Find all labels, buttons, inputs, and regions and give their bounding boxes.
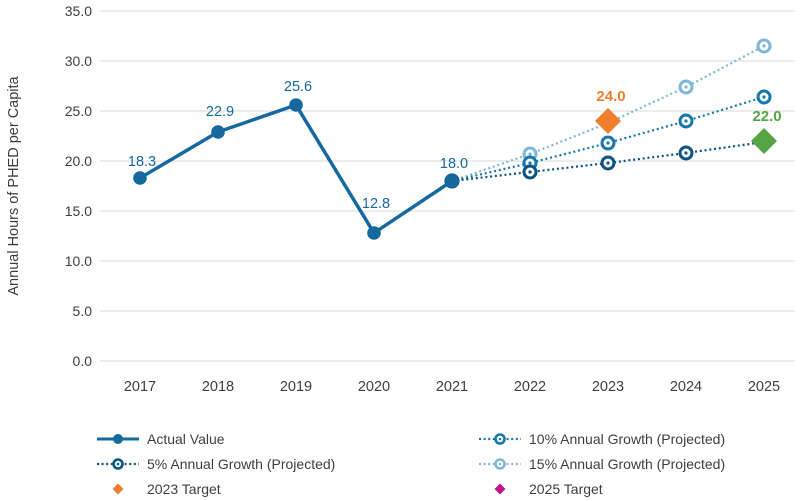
chart-svg: 0.05.010.015.020.025.030.035.0 2017 2018 2…	[6, 3, 795, 395]
legend-column: 10% Annual Growth (Projected) 15% Annual …	[477, 426, 725, 501]
legend-marker	[477, 482, 523, 496]
data-point	[367, 226, 381, 240]
legend-item-5-annual-growth-projected: 5% Annual Growth (Projected)	[95, 451, 335, 476]
series-layer: 18.3 22.9 25.6 12.8 18.0	[128, 38, 772, 240]
x-tick-label: 2024	[670, 379, 702, 395]
data-point	[211, 125, 225, 139]
data-point	[289, 98, 303, 112]
data-point-center-dot	[528, 152, 532, 156]
target-label: 24.0	[596, 88, 625, 105]
series-10-annual-growth-projected	[444, 89, 772, 189]
legend-item-label: 2025 Target	[529, 480, 603, 497]
data-point-center-dot	[606, 161, 610, 165]
data-label: 18.0	[440, 156, 468, 172]
x-tick-label: 2019	[280, 379, 312, 395]
legend-item-2023-target: 2023 Target	[95, 476, 335, 501]
target-diamond-icon	[751, 128, 777, 154]
legend-item-label: 15% Annual Growth (Projected)	[529, 455, 726, 472]
y-tick-label: 10.0	[65, 253, 92, 269]
x-tick-label: 2018	[202, 379, 234, 395]
y-tick-label: 20.0	[65, 153, 92, 169]
y-tick-label: 25.0	[65, 103, 92, 119]
x-tick-label: 2023	[592, 379, 624, 395]
legend-diamond	[494, 483, 506, 494]
y-tick-label: 30.0	[65, 53, 92, 69]
series-line	[451, 95, 765, 183]
data-point-center-dot	[528, 170, 532, 174]
y-axis-title: Annual Hours of PHED per Capita	[6, 75, 22, 295]
x-tick-label: 2020	[358, 379, 390, 395]
x-tick-label: 2025	[748, 379, 780, 395]
data-point	[445, 174, 459, 188]
data-point-center-dot	[684, 151, 688, 155]
series-actual-value: 18.3 22.9 25.6 12.8 18.0	[128, 79, 468, 240]
x-tick-label: 2021	[436, 379, 468, 395]
data-point-center-dot	[762, 44, 766, 48]
x-tick-label: 2022	[514, 379, 546, 395]
legend-marker	[477, 432, 523, 446]
legend-marker	[95, 432, 141, 446]
legend-dot	[113, 433, 123, 444]
legend-marker	[95, 482, 141, 496]
gridlines	[100, 10, 795, 362]
targets-layer: 24.0 22.0	[595, 88, 782, 154]
data-label: 25.6	[284, 79, 312, 95]
dotted-line-marker-icon	[479, 457, 521, 470]
dotted-line-marker-icon	[97, 457, 139, 470]
legend-center-dot	[116, 462, 120, 465]
y-tick-label: 0.0	[73, 353, 93, 369]
legend-diamond	[112, 483, 124, 494]
legend-item-actual-value: Actual Value	[95, 426, 335, 451]
target-diamond-icon	[595, 108, 621, 134]
legend-item-label: 2023 Target	[147, 480, 221, 497]
y-axis-tick-labels: 0.0 5.0 10.0 15.0 20.0 25.0 30.0 35.0	[65, 3, 92, 369]
data-point	[133, 171, 147, 185]
x-tick-label: 2017	[124, 379, 156, 395]
legend-item-15-annual-growth-projected: 15% Annual Growth (Projected)	[477, 451, 725, 476]
data-label: 18.3	[128, 154, 156, 170]
line-chart: 0.0 5.0 10.0 15.0 20.0 25.0 30.0 35.0 2017 2018 2…	[6, 3, 795, 395]
legend-center-dot	[498, 437, 502, 440]
legend-item-10-annual-growth-projected: 10% Annual Growth (Projected)	[477, 426, 725, 451]
diamond-marker-icon	[494, 483, 506, 494]
data-point-center-dot	[762, 95, 766, 99]
y-tick-label: 15.0	[65, 203, 92, 219]
dotted-line-marker-icon	[479, 432, 521, 445]
legend-item-2025-target: 2025 Target	[477, 476, 725, 501]
solid-line-marker-icon	[97, 433, 139, 444]
data-point-center-dot	[528, 161, 532, 165]
legend-item-label: 5% Annual Growth (Projected)	[147, 455, 336, 472]
legend-center-dot	[498, 462, 502, 465]
data-point-center-dot	[684, 85, 688, 89]
x-axis-tick-labels: 2017 2018 2019 2020 2021 2022 2023 2024 2025	[124, 379, 780, 395]
y-tick-label: 5.0	[73, 303, 93, 319]
y-tick-label: 35.0	[65, 3, 92, 19]
data-label: 12.8	[362, 196, 390, 212]
legend-column: Actual Value 5% Annual Growth (Projected)…	[95, 426, 335, 501]
legend-marker	[477, 457, 523, 471]
data-point-center-dot	[684, 119, 688, 123]
legend-marker	[95, 457, 141, 471]
legend-item-label: 10% Annual Growth (Projected)	[529, 430, 726, 447]
data-point-center-dot	[606, 141, 610, 145]
data-label: 22.9	[206, 104, 234, 120]
legend-item-label: Actual Value	[147, 430, 225, 447]
diamond-marker-icon	[112, 483, 124, 494]
target-label: 22.0	[752, 108, 781, 125]
series-line	[139, 102, 453, 236]
